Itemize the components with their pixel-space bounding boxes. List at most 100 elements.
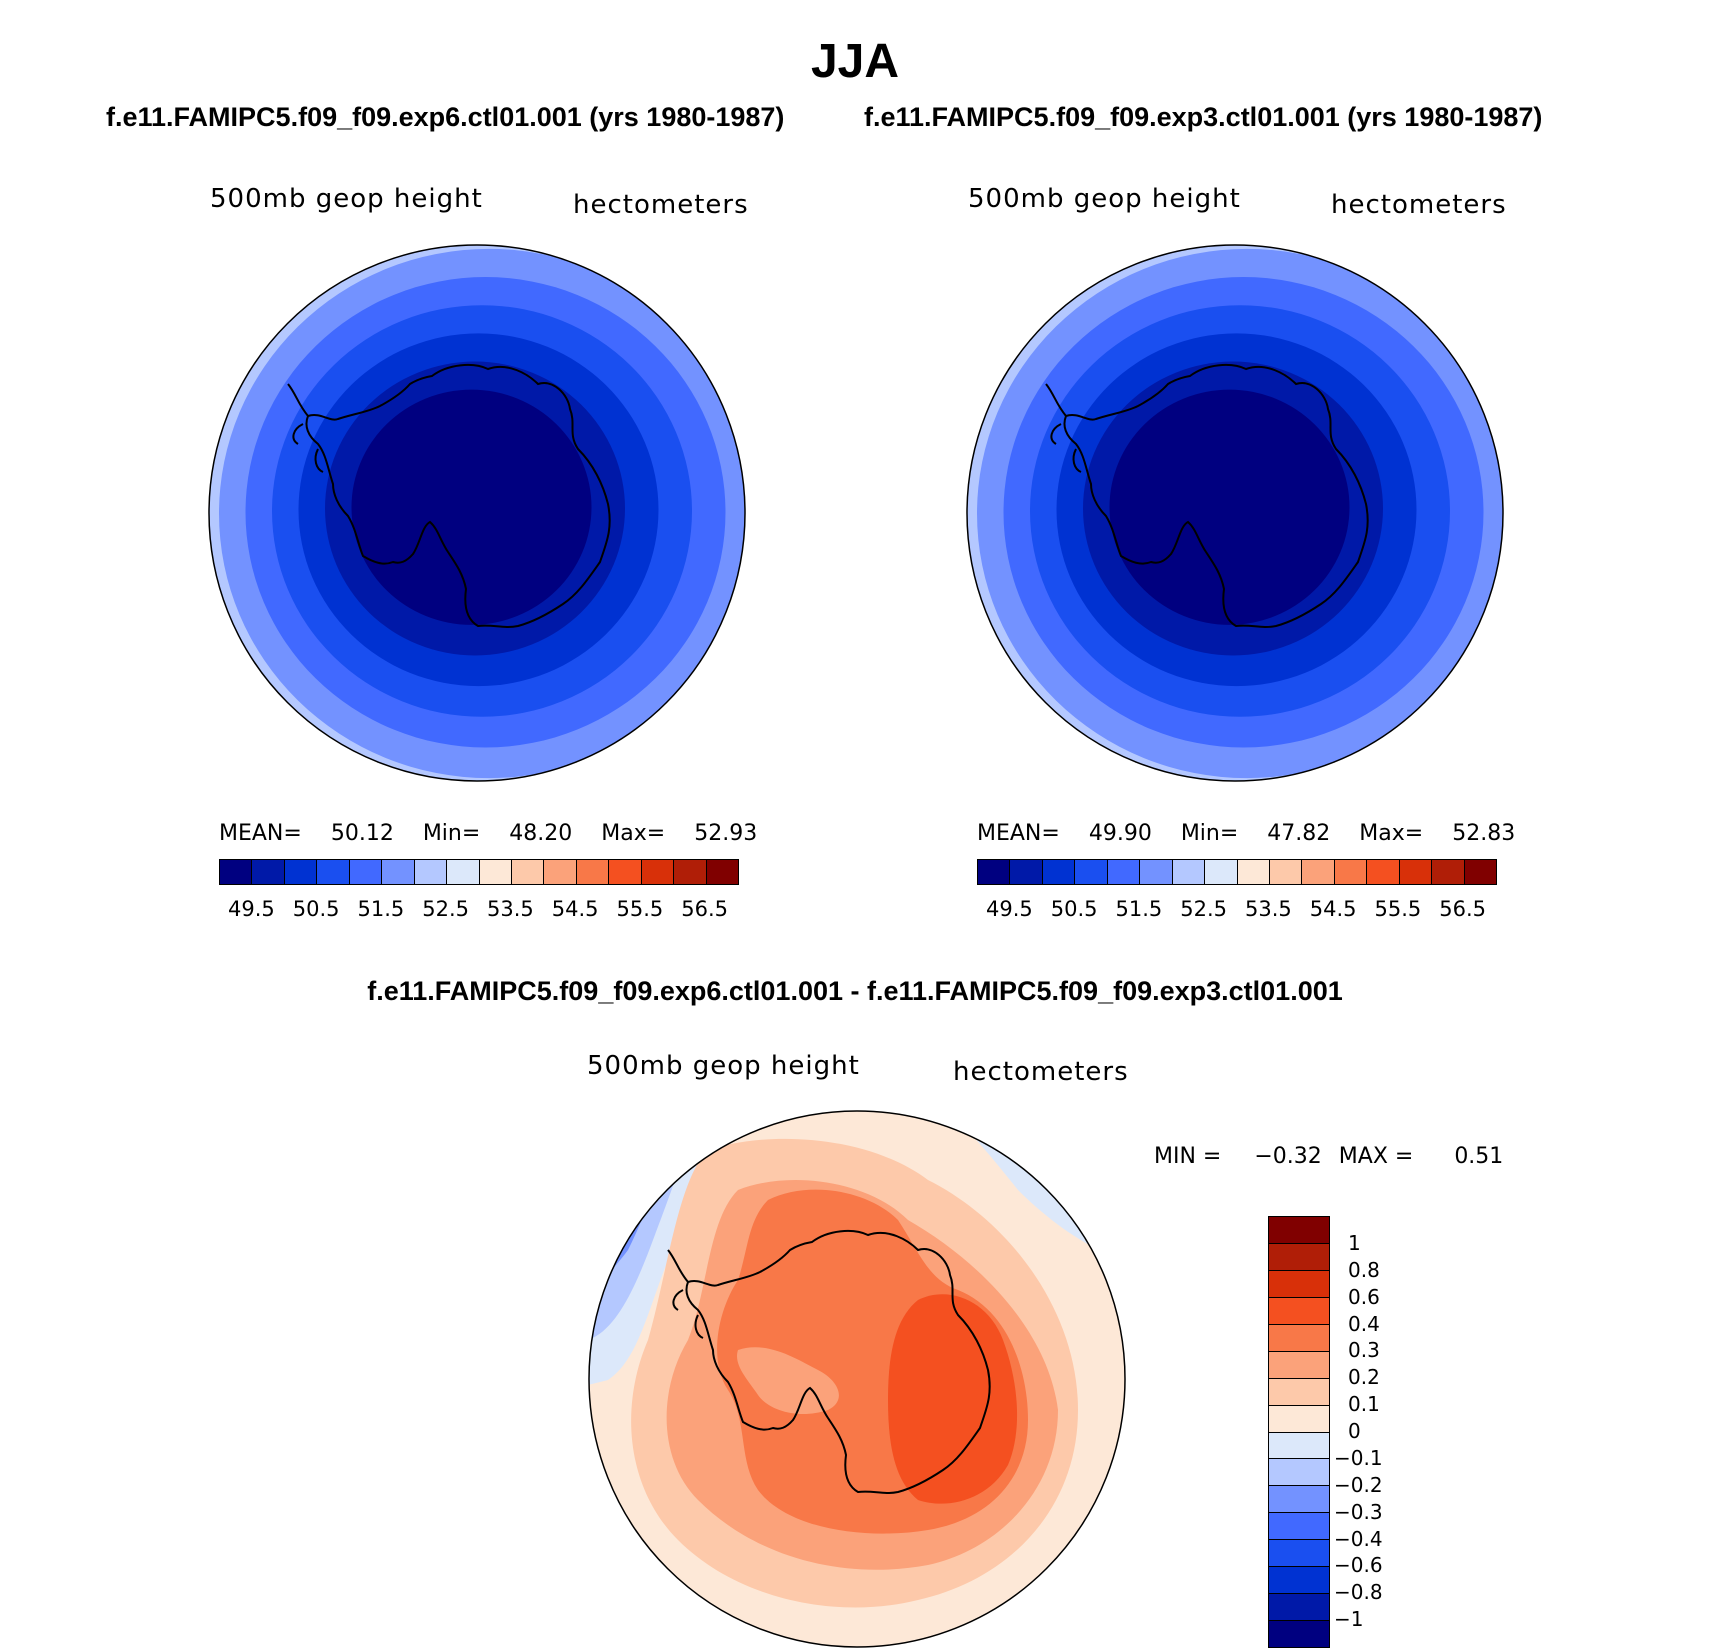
right-colorbar-cell [1464, 860, 1496, 884]
diff-coastline [667, 1229, 991, 1494]
left-colorbar-cell [284, 860, 318, 884]
right-units-label: hectometers [1331, 190, 1507, 220]
diff-contour-fill [589, 1111, 1125, 1647]
antarctic-peninsula-coastline [667, 1249, 704, 1339]
diff-colorbar-tick-label: 1 [1348, 1230, 1361, 1255]
left-panel-title: f.e11.FAMIPC5.f09_f09.exp6.ctl01.001 (yr… [106, 102, 785, 132]
diff-colorbar-tick-label: −0.1 [1334, 1445, 1383, 1470]
diff-colorbar-tick-label: 0 [1348, 1419, 1361, 1443]
diff-colorbar-tick-label: −0.3 [1334, 1499, 1383, 1524]
diff-colorbar-tick-label: 0.8 [1348, 1257, 1380, 1282]
right-colorbar-tick-label: 55.5 [1374, 897, 1422, 921]
diff-colorbar-tick-label: 0.6 [1348, 1284, 1380, 1309]
left-field-label: 500mb geop height [210, 184, 483, 214]
left-colorbar-cell [252, 860, 285, 884]
right-colorbar-cell [1367, 860, 1400, 884]
antarctica-coastline [685, 1229, 991, 1494]
antarctic-peninsula-coastline [287, 383, 324, 473]
diff-map-border [588, 1110, 1126, 1648]
right-colorbar-cell [1237, 860, 1270, 884]
right-colorbar-tick-label: 56.5 [1439, 897, 1487, 921]
left-mean-label: MEAN= [219, 821, 302, 846]
diff-max-label: MAX = [1338, 1144, 1414, 1169]
diff-colorbar-cell [1269, 1567, 1329, 1595]
right-panel-title: f.e11.FAMIPC5.f09_f09.exp3.ctl01.001 (yr… [864, 102, 1543, 132]
right-polar-map [966, 244, 1504, 782]
left-contour-band [378, 417, 558, 595]
right-colorbar-cell [1205, 860, 1238, 884]
left-colorbar-tick-label: 54.5 [551, 897, 599, 921]
right-field-label: 500mb geop height [968, 184, 1241, 214]
diff-colorbar-tick-label: −0.2 [1334, 1472, 1383, 1497]
left-colorbar-cell [382, 860, 415, 884]
diff-colorbar-cell [1269, 1243, 1329, 1271]
figure-season-title: JJA [810, 35, 900, 88]
right-colorbar-tick-label: 53.5 [1244, 897, 1292, 921]
left-colorbar-cell [609, 860, 642, 884]
left-colorbar-tick-label: 56.5 [681, 897, 729, 921]
left-map-border [208, 244, 746, 782]
left-colorbar-cell [706, 860, 738, 884]
right-colorbar-cell [1010, 860, 1043, 884]
diff-colorbar-tick-label: 0.4 [1348, 1311, 1380, 1336]
diff-colorbar-cell [1269, 1378, 1329, 1406]
right-mean-value: 49.90 [1088, 821, 1152, 846]
diff-panel-title: f.e11.FAMIPC5.f09_f09.exp6.ctl01.001 - f… [367, 976, 1343, 1006]
right-colorbar-tick-label: 54.5 [1309, 897, 1357, 921]
right-max-value: 52.83 [1452, 821, 1516, 846]
left-stats: MEAN= 50.12 Min= 48.20 Max= 52.93 [219, 821, 757, 846]
diff-max-value: 0.51 [1454, 1144, 1504, 1169]
left-colorbar-cell [511, 860, 545, 884]
left-colorbar-tick-label: 53.5 [486, 897, 534, 921]
right-colorbar-cell [1172, 860, 1206, 884]
diff-colorbar-cell [1269, 1459, 1329, 1487]
diff-min-value: −0.32 [1254, 1144, 1322, 1169]
left-colorbar-cell [641, 860, 675, 884]
left-colorbar-cell [220, 860, 253, 884]
right-max-label: Max= [1359, 821, 1424, 846]
diff-colorbar-cell [1269, 1270, 1329, 1298]
diff-colorbar-tick-label: 0.1 [1348, 1392, 1380, 1417]
diff-colorbar-cell [1269, 1540, 1329, 1568]
diff-colorbar-cell [1269, 1513, 1329, 1541]
diff-stats: MIN = −0.32 MAX = 0.51 [1154, 1144, 1503, 1169]
diff-fill-0.4-to-0.6 [888, 1294, 1018, 1504]
left-min-label: Min= [422, 821, 481, 846]
left-colorbar-tick-label: 49.5 [227, 897, 275, 921]
diff-units-label: hectometers [953, 1057, 1129, 1087]
right-colorbar [977, 859, 1497, 885]
right-colorbar-cell [1140, 860, 1173, 884]
diff-colorbar-tick-label: 0.2 [1348, 1365, 1380, 1390]
diff-colorbar-cell [1269, 1486, 1329, 1514]
right-colorbar-cell [1042, 860, 1076, 884]
diff-colorbar-cell [1269, 1432, 1329, 1460]
left-colorbar-cell [674, 860, 707, 884]
left-colorbar-tick-label: 52.5 [422, 897, 470, 921]
left-colorbar-cell [479, 860, 512, 884]
left-polar-map [208, 244, 746, 782]
right-colorbar-tick-label: 49.5 [985, 897, 1033, 921]
diff-polar-map [588, 1110, 1126, 1648]
left-colorbar-cell [544, 860, 577, 884]
right-mean-label: MEAN= [977, 821, 1060, 846]
left-units-label: hectometers [573, 190, 749, 220]
diff-colorbar-tick-label: −0.6 [1334, 1553, 1383, 1578]
right-colorbar-tick-label: 50.5 [1050, 897, 1098, 921]
right-coastline [1045, 363, 1369, 628]
left-colorbar-tick-label: 50.5 [292, 897, 340, 921]
diff-colorbar-cell [1269, 1405, 1329, 1433]
right-colorbar-cell [1432, 860, 1465, 884]
diff-colorbar-tick-label: −1 [1334, 1607, 1364, 1632]
left-contour-fill [209, 245, 745, 781]
diff-colorbar-tick-label: −0.4 [1334, 1526, 1383, 1551]
left-colorbar-tick-label: 55.5 [616, 897, 664, 921]
right-colorbar-tick-label: 51.5 [1115, 897, 1163, 921]
diff-colorbar-tick-label: −0.8 [1334, 1580, 1383, 1605]
left-colorbar-cell [447, 860, 480, 884]
diff-fill-0.2-pocket [737, 1347, 839, 1415]
left-coastline [287, 363, 611, 628]
right-colorbar-cell [1302, 860, 1335, 884]
left-max-label: Max= [601, 821, 666, 846]
right-colorbar-cell [978, 860, 1011, 884]
diff-field-label: 500mb geop height [587, 1051, 860, 1081]
